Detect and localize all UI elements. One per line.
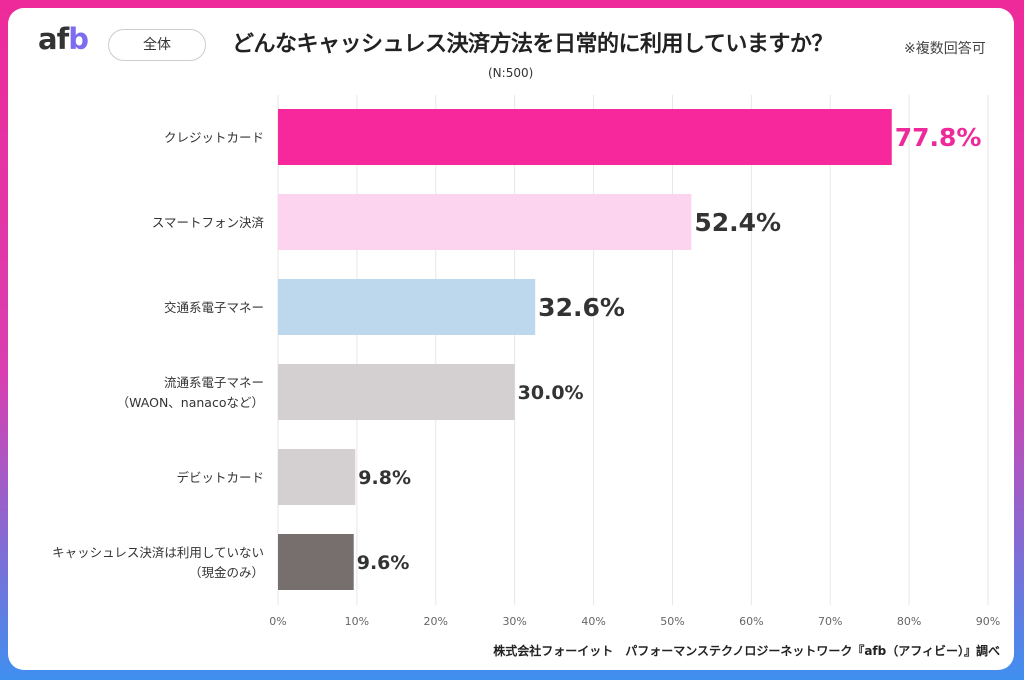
value-label: 9.6% (357, 552, 410, 574)
category-label: 流通系電子マネー (164, 375, 264, 390)
category-label: （WAON、nanacoなど） (117, 395, 264, 410)
x-tick-label: 10% (345, 615, 369, 628)
category-label: キャッシュレス決済は利用していない (52, 545, 264, 560)
x-tick-label: 90% (976, 615, 1000, 628)
bar (278, 449, 356, 505)
value-label: 77.8% (895, 123, 982, 152)
x-tick-label: 40% (581, 615, 605, 628)
multiple-answer-note: ※複数回答可 (904, 41, 986, 57)
category-label: （現金のみ） (189, 565, 264, 580)
source-credit: 株式会社フォーイット パフォーマンステクノロジーネットワーク『afb（アフィビー… (493, 644, 1000, 658)
category-label: スマートフォン決済 (152, 215, 265, 230)
category-label: デビットカード (176, 470, 264, 485)
filter-pill[interactable]: 全体 (108, 29, 206, 61)
x-tick-label: 0% (269, 615, 286, 628)
x-tick-label: 70% (818, 615, 842, 628)
x-tick-label: 50% (660, 615, 684, 628)
value-label: 32.6% (538, 293, 625, 322)
bar (278, 279, 536, 335)
x-tick-label: 80% (897, 615, 921, 628)
x-tick-label: 60% (739, 615, 763, 628)
value-label: 52.4% (694, 208, 781, 237)
bar (278, 364, 515, 420)
x-tick-label: 20% (424, 615, 448, 628)
x-tick-label: 30% (502, 615, 526, 628)
value-label: 30.0% (518, 382, 584, 404)
value-label: 9.8% (358, 467, 411, 489)
bar (278, 194, 692, 250)
afb-logo: afb (38, 22, 89, 56)
bar (278, 109, 892, 165)
bar (278, 534, 354, 590)
chart-title: どんなキャッシュレス決済方法を日常的に利用していますか？ (232, 32, 833, 57)
category-label: クレジットカード (164, 130, 264, 145)
category-label: 交通系電子マネー (164, 300, 264, 315)
sample-size: (N:500) (488, 66, 534, 80)
